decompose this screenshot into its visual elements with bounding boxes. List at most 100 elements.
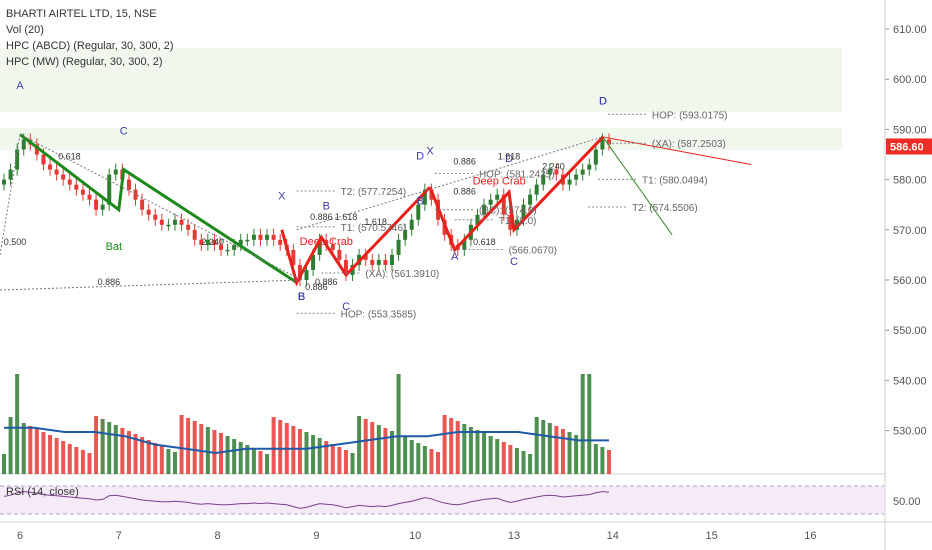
y-tick-label: 550.00 — [893, 325, 927, 337]
level-label: (XA): (587.2503) — [652, 139, 726, 150]
candle-body — [574, 174, 579, 180]
dotted-trendline — [296, 136, 604, 231]
candle-body — [54, 169, 59, 175]
volume-bar — [238, 442, 243, 474]
volume-bar — [258, 451, 263, 474]
candle-body — [2, 179, 6, 185]
point-letter-label: A — [16, 80, 24, 92]
candle-body — [245, 239, 250, 242]
volume-bar — [61, 441, 66, 474]
candle-body — [34, 144, 39, 155]
rsi-legend[interactable]: RSI (14, close) — [6, 486, 79, 498]
candle-body — [219, 244, 224, 250]
volume-bar — [107, 422, 112, 474]
y-tick-label: 560.00 — [893, 275, 927, 287]
volume-bar — [251, 448, 256, 474]
candle-body — [409, 219, 414, 230]
candle-body — [265, 234, 270, 240]
candle-body — [153, 214, 158, 220]
x-tick-label: 13 — [508, 530, 520, 542]
level-label: T2: (574.5506) — [632, 203, 698, 214]
candle-body — [422, 189, 427, 205]
projection-line-green — [602, 136, 673, 236]
volume-bar — [343, 450, 348, 474]
fib-ratio-label: 0.886 — [453, 157, 476, 167]
indicator-vol[interactable]: Vol (20) — [6, 24, 44, 36]
volume-bar — [455, 421, 460, 474]
candle-body — [186, 224, 191, 230]
candle-body — [140, 199, 145, 210]
volume-bar — [146, 440, 151, 474]
point-letter-label: D — [599, 95, 607, 107]
volume-bar — [593, 444, 598, 474]
candle-body — [363, 254, 368, 260]
candle-body — [311, 254, 316, 270]
level-label: HOP: (553.3585) — [341, 309, 417, 320]
fib-ratio-label: 0.618 — [473, 237, 496, 247]
y-tick-label: 610.00 — [893, 24, 927, 36]
volume-bar — [8, 417, 13, 474]
volume-bar — [587, 374, 592, 474]
volume-bar — [166, 449, 171, 474]
symbol-title[interactable]: BHARTI AIRTEL LTD, 15, NSE — [6, 8, 157, 20]
volume-bar — [304, 432, 309, 474]
point-letter-label: B — [416, 196, 423, 208]
candle-body — [297, 264, 302, 280]
volume-bar — [442, 415, 447, 474]
volume-bar — [350, 453, 355, 474]
volume-bar — [409, 440, 414, 474]
candle-body — [225, 249, 230, 252]
volume-bar — [80, 450, 85, 474]
candle-body — [330, 244, 335, 250]
volume-bar — [324, 441, 329, 474]
volume-bar — [416, 443, 421, 474]
candle-body — [416, 204, 421, 220]
volume-bar — [2, 454, 6, 474]
fib-ratio-label: 0.886 — [453, 187, 476, 197]
volume-bar — [508, 445, 513, 474]
indicator-hpc-abcd[interactable]: HPC (ABCD) (Regular, 30, 300, 2) — [6, 40, 174, 52]
x-tick-label: 9 — [313, 530, 319, 542]
pattern-name-label: Deep Crab — [300, 236, 353, 248]
volume-bar — [28, 426, 33, 474]
candle-body — [238, 239, 243, 245]
volume-bar — [153, 443, 158, 474]
last-price-label: 586.60 — [890, 141, 924, 153]
candle-body — [212, 239, 217, 245]
volume-bar — [140, 437, 145, 474]
level-label: (XA): (561.3910) — [365, 269, 439, 280]
candle-body — [475, 214, 480, 225]
volume-bar — [120, 428, 125, 474]
fib-ratio-label: 1.618 — [498, 152, 521, 162]
fib-ratio-label: 2.240 — [542, 162, 565, 172]
candle-body — [389, 254, 394, 265]
candle-body — [607, 139, 611, 145]
candle-body — [251, 234, 256, 240]
volume-bar — [528, 454, 533, 474]
volume-bar — [396, 374, 401, 474]
level-label: T1: (0.0) — [499, 216, 537, 227]
candle-body — [291, 249, 296, 265]
volume-bar — [245, 445, 250, 474]
candle-body — [600, 139, 605, 150]
candle-body — [172, 219, 177, 225]
volume-bar — [192, 421, 197, 474]
candle-body — [593, 149, 598, 165]
indicator-hpc-mw[interactable]: HPC (MW) (Regular, 30, 300, 2) — [6, 56, 163, 68]
candle-body — [278, 239, 283, 245]
volume-bar — [265, 454, 270, 474]
candle-body — [383, 259, 388, 265]
candle-body — [547, 169, 552, 175]
pattern-name-label: Bat — [106, 241, 123, 253]
volume-bar — [337, 447, 342, 474]
level-label: HOP: (581.2425) — [479, 169, 555, 180]
candle-body — [179, 219, 184, 225]
point-letter-label: A — [451, 251, 459, 263]
candle-body — [587, 164, 592, 170]
projection-line-red — [602, 136, 752, 166]
volume-bar — [159, 446, 164, 474]
x-tick-label: 6 — [17, 530, 23, 542]
volume-bar — [186, 418, 191, 474]
candle-body — [94, 199, 99, 210]
